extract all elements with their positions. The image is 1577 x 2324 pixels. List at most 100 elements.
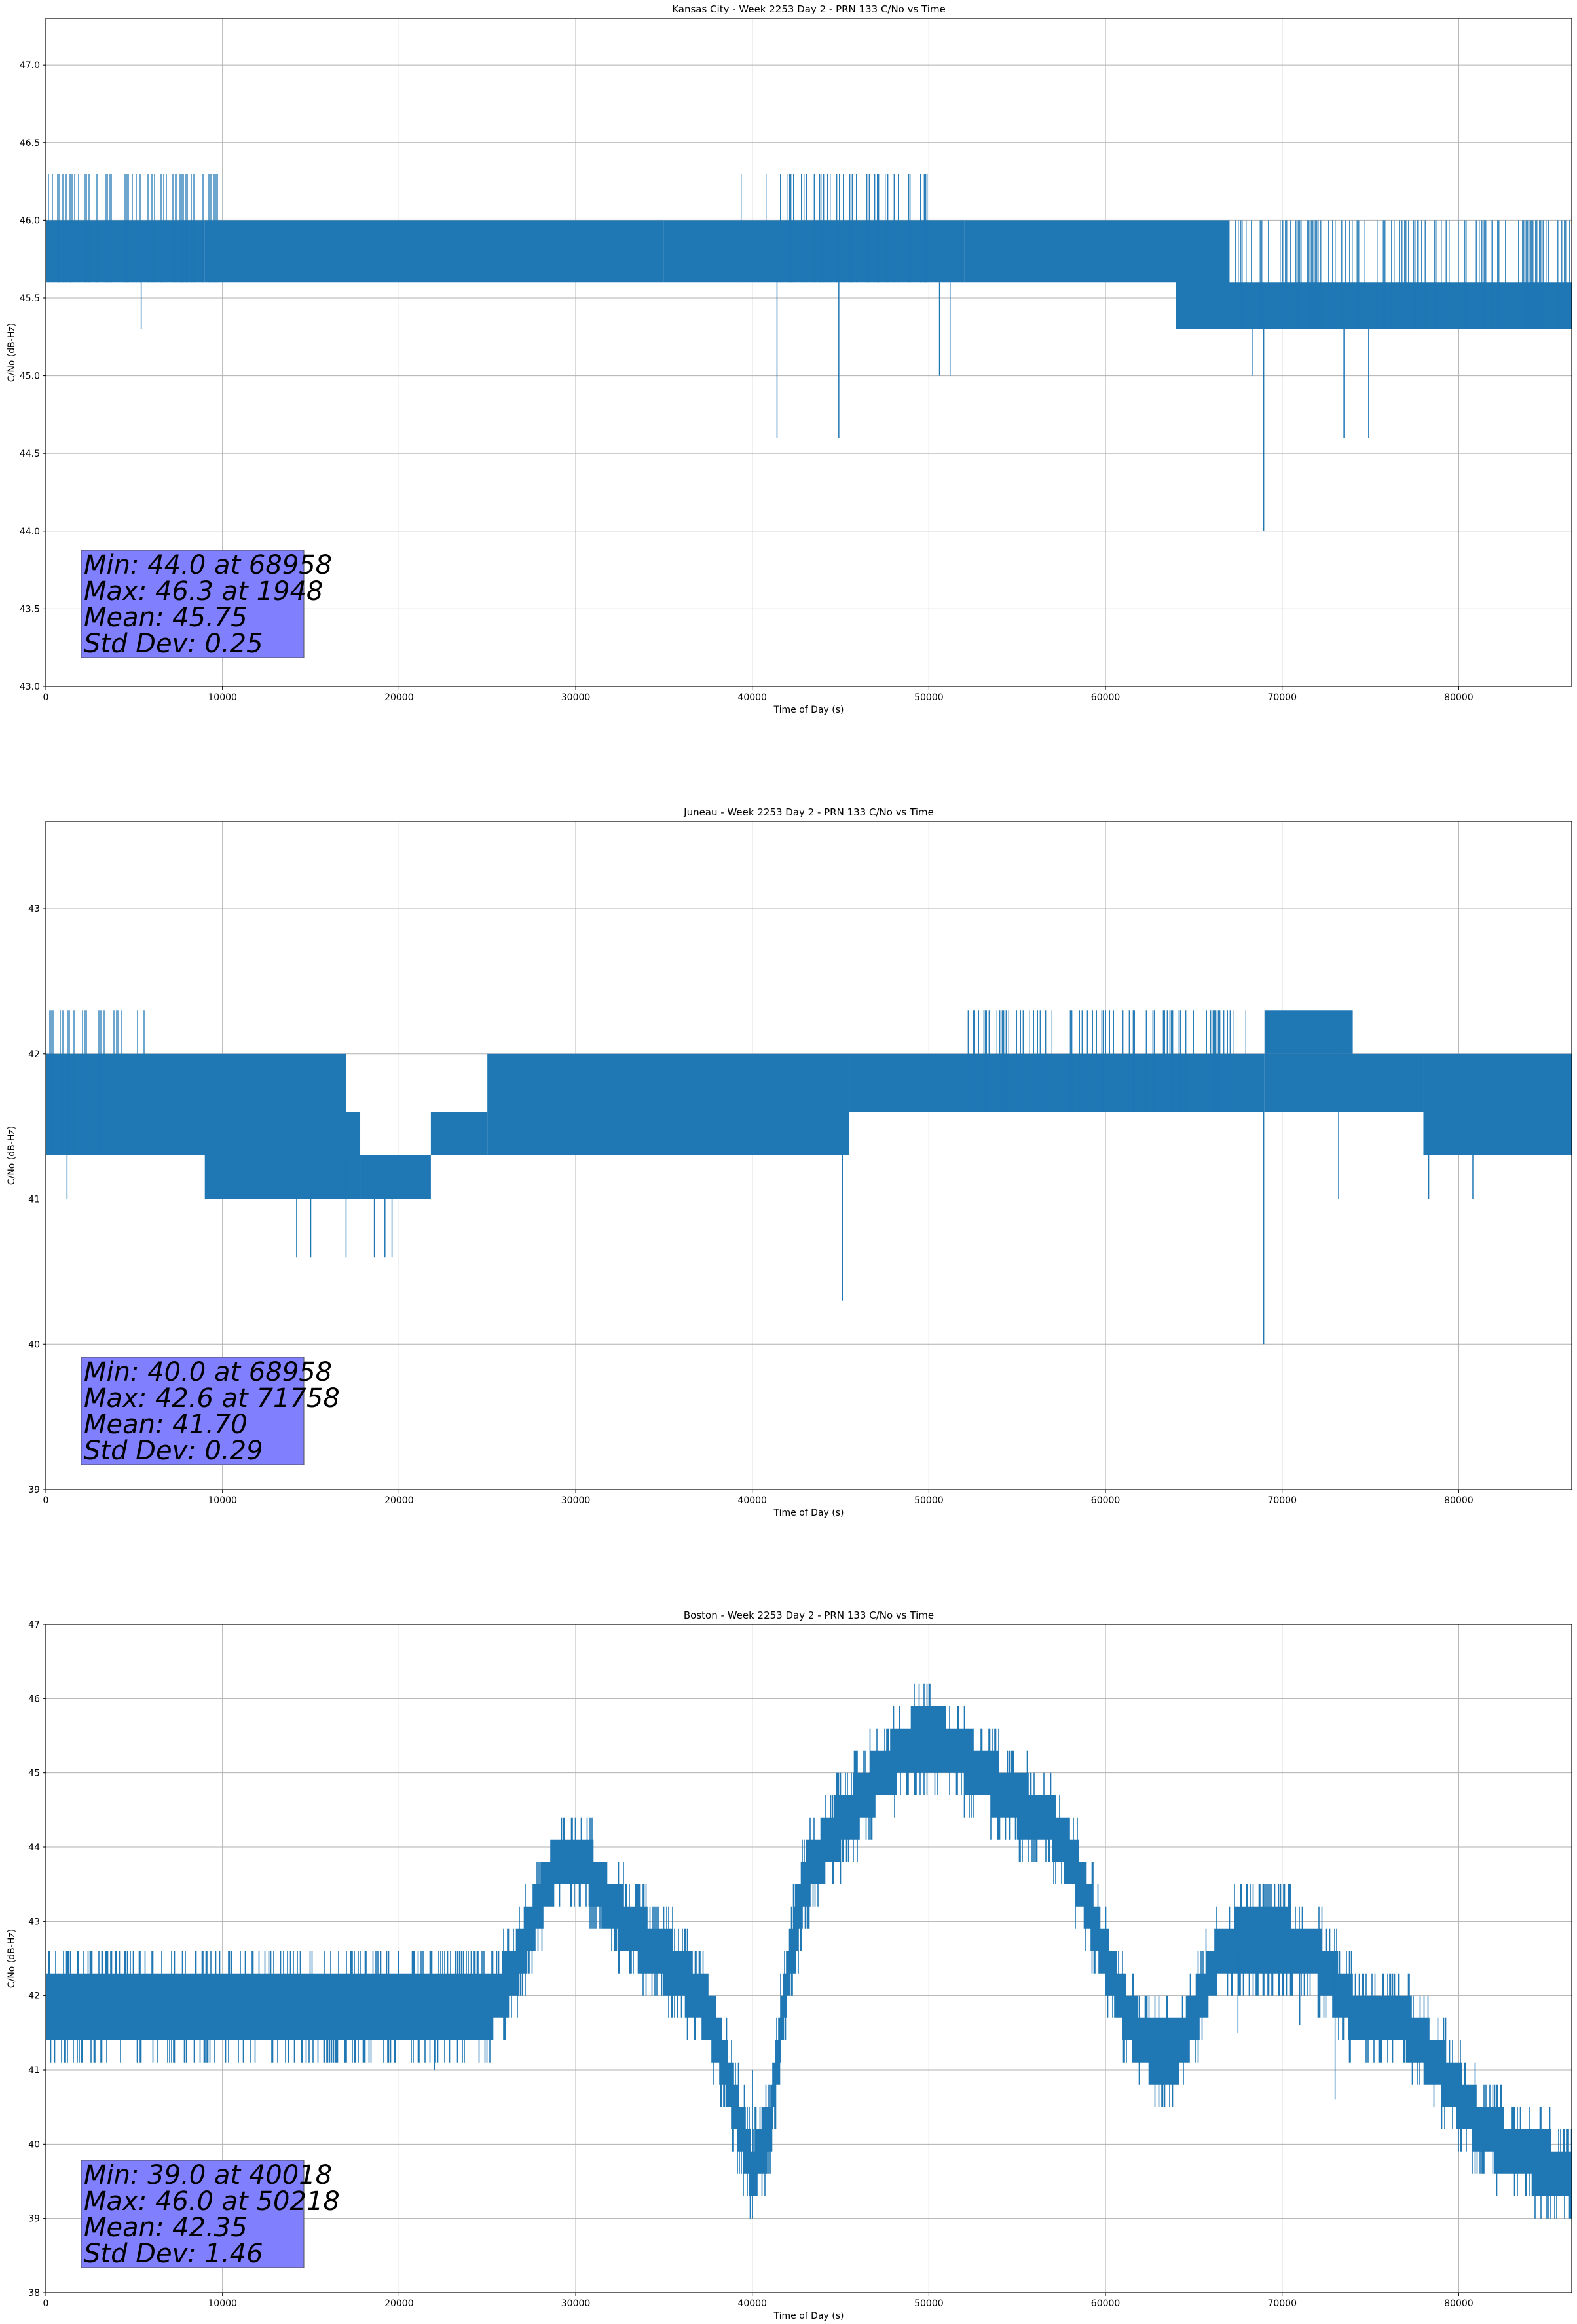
y-axis-label: C/No (dB-Hz) bbox=[7, 323, 17, 382]
x-axis-label: Time of Day (s) bbox=[773, 2311, 844, 2321]
y-tick-label: 40 bbox=[28, 1340, 40, 1350]
data-series bbox=[46, 1683, 1572, 2219]
x-tick-label: 10000 bbox=[208, 692, 237, 703]
chart-panel-2: Juneau - Week 2253 Day 2 - PRN 133 C/No … bbox=[7, 806, 1572, 1518]
stats-box bbox=[81, 2160, 305, 2268]
data-band bbox=[1176, 220, 1229, 329]
data-band bbox=[487, 1053, 850, 1155]
stats-line: Max: 42.6 at 71758 bbox=[84, 1383, 340, 1414]
data-band bbox=[204, 220, 664, 283]
y-tick-label: 47.0 bbox=[20, 60, 40, 71]
stats-line: Std Dev: 1.46 bbox=[84, 2239, 263, 2269]
data-series bbox=[46, 1010, 1572, 1345]
x-tick-label: 30000 bbox=[561, 1495, 591, 1506]
stats-box bbox=[81, 1357, 305, 1465]
axes-frame bbox=[45, 1624, 1572, 2293]
chart-title: Kansas City - Week 2253 Day 2 - PRN 133 … bbox=[672, 3, 946, 15]
x-tick-label: 0 bbox=[43, 1495, 49, 1506]
y-tick-label: 46 bbox=[28, 1694, 40, 1704]
data-spikes bbox=[1229, 220, 1570, 329]
stats-line: Max: 46.0 at 50218 bbox=[84, 2186, 340, 2217]
data-band bbox=[1264, 1010, 1353, 1054]
data-spikes bbox=[741, 174, 928, 283]
y-axis-label: C/No (dB-Hz) bbox=[7, 1126, 17, 1185]
y-tick-label: 44 bbox=[28, 1843, 40, 1853]
data-band bbox=[964, 220, 1176, 283]
stats-line: Mean: 42.35 bbox=[84, 2213, 248, 2243]
x-tick-label: 70000 bbox=[1267, 692, 1297, 703]
x-tick-label: 40000 bbox=[737, 692, 767, 703]
data-band bbox=[46, 1053, 113, 1155]
x-tick-label: 80000 bbox=[1444, 1495, 1474, 1506]
y-tick-label: 47 bbox=[28, 1620, 40, 1630]
y-tick-label: 43 bbox=[28, 904, 40, 914]
x-tick-label: 70000 bbox=[1267, 2298, 1297, 2309]
x-tick-label: 20000 bbox=[384, 2298, 414, 2309]
x-tick-label: 50000 bbox=[914, 692, 944, 703]
data-trace bbox=[46, 1683, 1572, 2219]
x-tick-label: 50000 bbox=[914, 2298, 944, 2309]
y-tick-label: 43.0 bbox=[20, 682, 40, 692]
y-tick-label: 45.0 bbox=[20, 371, 40, 382]
y-tick-label: 43.5 bbox=[20, 604, 40, 614]
x-axis-label: Time of Day (s) bbox=[773, 705, 844, 715]
chart-title: Juneau - Week 2253 Day 2 - PRN 133 C/No … bbox=[683, 806, 934, 818]
x-tick-label: 10000 bbox=[208, 2298, 237, 2309]
data-band bbox=[360, 1155, 431, 1199]
stats-box bbox=[81, 550, 305, 658]
data-band bbox=[1229, 282, 1572, 329]
x-tick-label: 60000 bbox=[1091, 2298, 1121, 2309]
chart-panel-1: Kansas City - Week 2253 Day 2 - PRN 133 … bbox=[7, 3, 1572, 715]
x-tick-label: 20000 bbox=[384, 1495, 414, 1506]
x-tick-label: 60000 bbox=[1091, 1495, 1121, 1506]
data-band bbox=[204, 1112, 361, 1199]
data-band bbox=[1423, 1053, 1572, 1155]
x-tick-label: 40000 bbox=[737, 1495, 767, 1506]
data-series bbox=[46, 174, 1572, 531]
y-tick-label: 43 bbox=[28, 1917, 40, 1927]
chart-panel-3: Boston - Week 2253 Day 2 - PRN 133 C/No … bbox=[7, 1609, 1572, 2321]
y-tick-label: 40 bbox=[28, 2139, 40, 2150]
data-band bbox=[1264, 1053, 1424, 1112]
x-tick-label: 30000 bbox=[561, 2298, 591, 2309]
y-tick-label: 45.5 bbox=[20, 293, 40, 304]
y-axis-label: C/No (dB-Hz) bbox=[7, 1929, 17, 1988]
y-tick-label: 41 bbox=[28, 1195, 40, 1205]
y-tick-label: 44.0 bbox=[20, 527, 40, 537]
x-tick-label: 50000 bbox=[914, 1495, 944, 1506]
y-tick-label: 39 bbox=[28, 2214, 40, 2224]
y-tick-label: 42 bbox=[28, 1049, 40, 1060]
x-tick-label: 20000 bbox=[384, 692, 414, 703]
axes-frame bbox=[45, 18, 1572, 687]
x-tick-label: 60000 bbox=[1091, 692, 1121, 703]
stats-line: Min: 40.0 at 68958 bbox=[84, 1357, 332, 1387]
stats-line: Std Dev: 0.29 bbox=[84, 1436, 263, 1466]
y-tick-label: 45 bbox=[28, 1769, 40, 1779]
x-tick-label: 80000 bbox=[1444, 692, 1474, 703]
data-band bbox=[849, 1053, 1265, 1112]
stats-line: Min: 39.0 at 40018 bbox=[84, 2160, 332, 2190]
x-tick-label: 70000 bbox=[1267, 1495, 1297, 1506]
x-axis-label: Time of Day (s) bbox=[773, 1508, 844, 1518]
stats-line: Mean: 41.70 bbox=[84, 1410, 248, 1440]
stats-line: Std Dev: 0.25 bbox=[84, 629, 263, 659]
stats-line: Max: 46.3 at 1948 bbox=[84, 576, 323, 607]
x-tick-label: 30000 bbox=[561, 692, 591, 703]
x-tick-label: 40000 bbox=[737, 2298, 767, 2309]
data-band bbox=[430, 1112, 488, 1155]
y-tick-label: 38 bbox=[28, 2288, 40, 2298]
data-spikes bbox=[967, 1010, 1246, 1112]
axes-frame bbox=[45, 821, 1572, 1490]
y-tick-label: 41 bbox=[28, 2065, 40, 2076]
x-tick-label: 0 bbox=[43, 692, 49, 703]
stats-line: Mean: 45.75 bbox=[84, 603, 248, 633]
y-tick-label: 46.0 bbox=[20, 216, 40, 226]
stats-line: Min: 44.0 at 68958 bbox=[84, 550, 332, 580]
x-tick-label: 80000 bbox=[1444, 2298, 1474, 2309]
y-tick-label: 39 bbox=[28, 1485, 40, 1495]
chart-title: Boston - Week 2253 Day 2 - PRN 133 C/No … bbox=[684, 1609, 934, 1621]
x-tick-label: 0 bbox=[43, 2298, 49, 2309]
x-tick-label: 10000 bbox=[208, 1495, 237, 1506]
